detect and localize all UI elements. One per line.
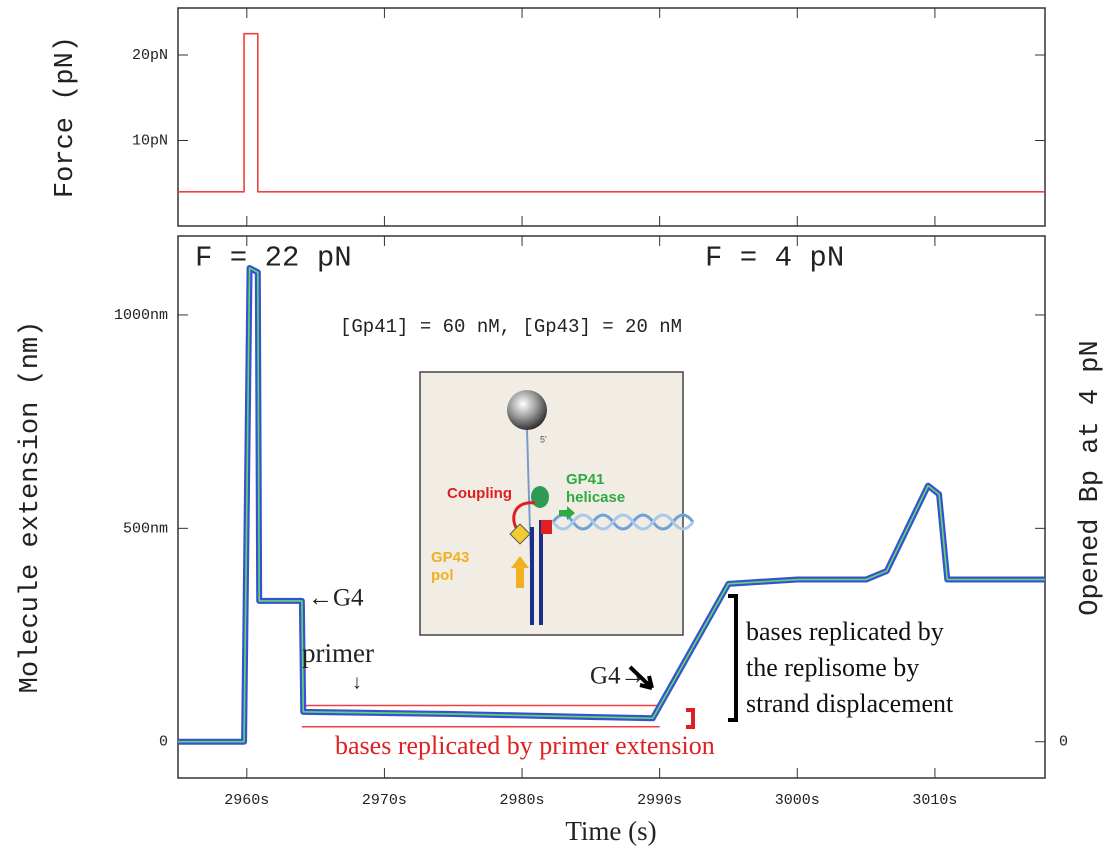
y-axis-title: Force (pN) [51, 36, 81, 198]
annotation: primer [302, 638, 374, 668]
bracket [686, 708, 695, 729]
data-line [178, 267, 1045, 743]
y-tick-label: 500nm [123, 520, 168, 537]
x-tick-label: 2990s [637, 792, 682, 809]
annotation: ↓ [352, 672, 362, 694]
plot-frame [177, 7, 1046, 227]
annotation: G4→ [590, 663, 646, 690]
polymerase [509, 523, 531, 545]
inset-label: GP41 [566, 471, 604, 488]
data-line [178, 32, 1045, 193]
y2-axis-title: Opened Bp at 4 pN [1076, 340, 1106, 615]
plot-frame [177, 235, 1046, 779]
y-tick-label: 20pN [132, 47, 168, 64]
y-tick-label: 0 [159, 734, 168, 751]
inset-label: GP43 [431, 549, 469, 566]
annotation: F = 4 pN [705, 242, 844, 275]
y-axis-title: Molecule extension (nm) [16, 321, 46, 694]
annotation: bases replicated by primer extension [335, 731, 715, 760]
annotation: ←G4 [308, 585, 364, 612]
inset-label: helicase [566, 489, 625, 506]
inset-label: pol [431, 567, 454, 584]
inset-box [419, 371, 684, 636]
arrow [559, 506, 575, 520]
helicase [531, 486, 549, 508]
bracket [728, 594, 738, 722]
block [541, 520, 552, 534]
inset-label: 5' [540, 434, 547, 444]
y-tick-label: 10pN [132, 132, 168, 149]
helix [551, 513, 695, 531]
annotation: [Gp41] = 60 nM, [Gp43] = 20 nM [340, 316, 682, 338]
arrow [628, 665, 654, 690]
inset-label: Coupling [447, 485, 512, 502]
x-axis-title: Time (s) [565, 816, 656, 846]
x-tick-label: 2970s [362, 792, 407, 809]
annotation: F = 22 pN [195, 242, 352, 275]
helix [551, 513, 695, 531]
arrow [511, 556, 529, 588]
annotation: bases replicated by [746, 617, 944, 646]
annotation: strand displacement [746, 689, 954, 718]
annotation: the replisome by [746, 653, 919, 682]
x-tick-label: 3000s [775, 792, 820, 809]
y2-tick-label: 0 [1059, 734, 1068, 751]
x-tick-label: 3010s [912, 792, 957, 809]
x-tick-label: 2980s [500, 792, 545, 809]
bead [507, 390, 547, 430]
inset-diagram [419, 371, 695, 636]
x-tick-label: 2960s [224, 792, 269, 809]
y-tick-label: 1000nm [114, 307, 168, 324]
